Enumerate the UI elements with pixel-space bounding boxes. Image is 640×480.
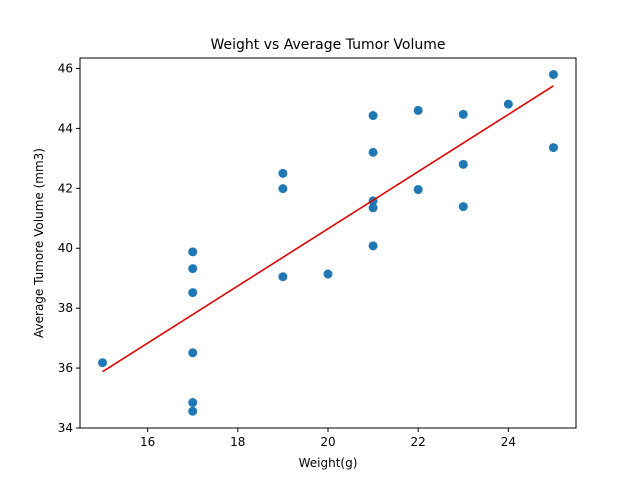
scatter-point (188, 398, 198, 408)
axis-ticks: 16 18 20 22 24 34 36 38 40 42 44 46 (58, 61, 516, 449)
scatter-point (548, 69, 558, 79)
chart-title: Weight vs Average Tumor Volume (211, 37, 446, 53)
y-tick-label: 38 (58, 301, 73, 315)
plot-frame (79, 57, 577, 429)
y-tick-label: 46 (58, 61, 73, 75)
scatter-point (368, 241, 378, 251)
scatter-point (98, 358, 108, 368)
x-tick-label: 16 (140, 435, 155, 449)
scatter-point (188, 406, 198, 416)
scatter-point (503, 99, 513, 109)
scatter-point (368, 147, 378, 157)
y-tick-label: 34 (58, 421, 73, 435)
x-axis-label: Weight(g) (299, 456, 358, 470)
scatter-point (188, 247, 198, 257)
y-tick-label: 44 (58, 121, 73, 135)
scatter-point (548, 143, 558, 153)
scatter-point (188, 348, 198, 358)
scatter-point (458, 109, 468, 119)
y-axis-label: Average Tumore Volume (mm3) (32, 148, 46, 338)
data-points (98, 69, 558, 416)
scatter-point (188, 288, 198, 298)
x-tick-label: 18 (230, 435, 245, 449)
y-tick-label: 42 (58, 181, 73, 195)
scatter-point (413, 185, 423, 195)
scatter-point (368, 203, 378, 213)
regression-fit (102, 85, 554, 373)
regression-line (102, 85, 554, 373)
scatter-point (278, 272, 288, 282)
scatter-point (278, 184, 288, 194)
scatter-point (413, 105, 423, 115)
y-tick-label: 40 (58, 241, 73, 255)
y-tick-label: 36 (58, 361, 73, 375)
scatter-point (368, 111, 378, 121)
x-tick-label: 24 (501, 435, 516, 449)
scatter-point (188, 264, 198, 274)
scatter-point (458, 159, 468, 169)
scatter-point (278, 168, 288, 178)
scatter-point (458, 202, 468, 212)
scatter-point (323, 269, 333, 279)
x-tick-label: 20 (320, 435, 335, 449)
x-tick-label: 22 (411, 435, 426, 449)
